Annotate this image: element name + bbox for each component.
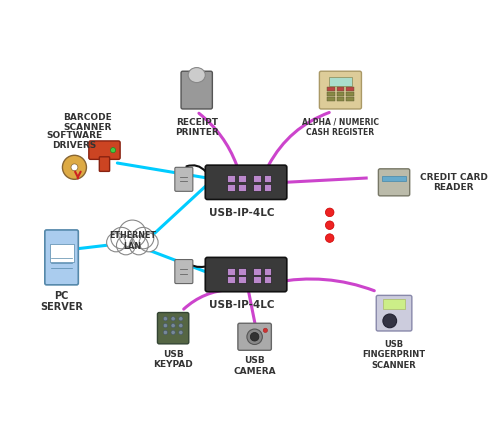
Circle shape xyxy=(247,329,262,344)
Text: BARCODE
SCANNER: BARCODE SCANNER xyxy=(63,112,112,132)
FancyBboxPatch shape xyxy=(100,157,110,171)
FancyBboxPatch shape xyxy=(238,323,272,350)
Circle shape xyxy=(118,220,146,248)
Text: ALPHA / NUMERIC
CASH REGISTER: ALPHA / NUMERIC CASH REGISTER xyxy=(302,118,379,137)
FancyBboxPatch shape xyxy=(238,175,246,182)
FancyBboxPatch shape xyxy=(382,176,406,181)
FancyBboxPatch shape xyxy=(227,184,235,191)
Circle shape xyxy=(106,233,126,252)
FancyBboxPatch shape xyxy=(253,268,260,275)
Text: SOFTWARE
DRIVERS: SOFTWARE DRIVERS xyxy=(46,131,102,150)
Circle shape xyxy=(71,164,78,171)
FancyBboxPatch shape xyxy=(376,295,412,331)
Circle shape xyxy=(132,227,154,249)
Circle shape xyxy=(326,234,334,242)
FancyBboxPatch shape xyxy=(253,276,260,283)
FancyBboxPatch shape xyxy=(346,97,354,101)
Circle shape xyxy=(178,330,183,335)
Circle shape xyxy=(139,233,158,252)
FancyBboxPatch shape xyxy=(378,169,410,196)
FancyBboxPatch shape xyxy=(383,299,405,309)
Circle shape xyxy=(130,236,148,255)
FancyBboxPatch shape xyxy=(175,167,193,191)
FancyBboxPatch shape xyxy=(264,276,272,283)
Circle shape xyxy=(326,221,334,230)
FancyBboxPatch shape xyxy=(320,71,362,109)
Circle shape xyxy=(163,323,168,328)
Text: USB
FINGERPRINT
SCANNER: USB FINGERPRINT SCANNER xyxy=(362,340,426,370)
Circle shape xyxy=(178,323,183,328)
Circle shape xyxy=(326,208,334,217)
FancyBboxPatch shape xyxy=(253,184,260,191)
FancyBboxPatch shape xyxy=(264,175,272,182)
FancyBboxPatch shape xyxy=(238,276,246,283)
Text: CREDIT CARD
READER: CREDIT CARD READER xyxy=(420,172,488,192)
FancyBboxPatch shape xyxy=(264,268,272,275)
FancyBboxPatch shape xyxy=(181,71,212,109)
FancyBboxPatch shape xyxy=(50,244,74,262)
FancyBboxPatch shape xyxy=(327,87,335,91)
FancyBboxPatch shape xyxy=(336,92,344,96)
FancyBboxPatch shape xyxy=(175,260,193,284)
FancyBboxPatch shape xyxy=(336,87,344,91)
FancyBboxPatch shape xyxy=(327,97,335,101)
FancyBboxPatch shape xyxy=(253,175,260,182)
Text: USB
KEYPAD: USB KEYPAD xyxy=(153,350,193,369)
FancyBboxPatch shape xyxy=(206,257,287,292)
Circle shape xyxy=(163,330,168,335)
Circle shape xyxy=(110,148,116,153)
FancyBboxPatch shape xyxy=(227,276,235,283)
Text: RECEIPT
PRINTER: RECEIPT PRINTER xyxy=(175,118,218,137)
FancyBboxPatch shape xyxy=(264,184,272,191)
Circle shape xyxy=(62,155,86,179)
Text: USB-IP-4LC: USB-IP-4LC xyxy=(209,208,274,218)
Circle shape xyxy=(111,227,132,249)
Text: PC
SERVER: PC SERVER xyxy=(40,291,83,312)
FancyBboxPatch shape xyxy=(227,268,235,275)
FancyBboxPatch shape xyxy=(336,97,344,101)
Text: ETHERNET
LAN: ETHERNET LAN xyxy=(109,231,156,251)
Circle shape xyxy=(250,332,259,341)
FancyBboxPatch shape xyxy=(238,184,246,191)
FancyBboxPatch shape xyxy=(45,230,78,285)
FancyBboxPatch shape xyxy=(327,92,335,96)
FancyBboxPatch shape xyxy=(227,175,235,182)
Circle shape xyxy=(263,328,268,332)
FancyBboxPatch shape xyxy=(346,87,354,91)
FancyBboxPatch shape xyxy=(346,92,354,96)
Circle shape xyxy=(163,317,168,321)
Circle shape xyxy=(178,317,183,321)
FancyBboxPatch shape xyxy=(330,77,351,86)
Text: USB-IP-4LC: USB-IP-4LC xyxy=(209,300,274,310)
Circle shape xyxy=(116,236,136,255)
Circle shape xyxy=(171,323,175,328)
Circle shape xyxy=(171,330,175,335)
FancyBboxPatch shape xyxy=(238,268,246,275)
Circle shape xyxy=(383,314,396,328)
Ellipse shape xyxy=(188,67,206,82)
FancyBboxPatch shape xyxy=(206,165,287,199)
Circle shape xyxy=(171,317,175,321)
FancyBboxPatch shape xyxy=(89,141,120,159)
FancyBboxPatch shape xyxy=(158,312,189,344)
Text: USB
CAMERA: USB CAMERA xyxy=(234,356,276,376)
